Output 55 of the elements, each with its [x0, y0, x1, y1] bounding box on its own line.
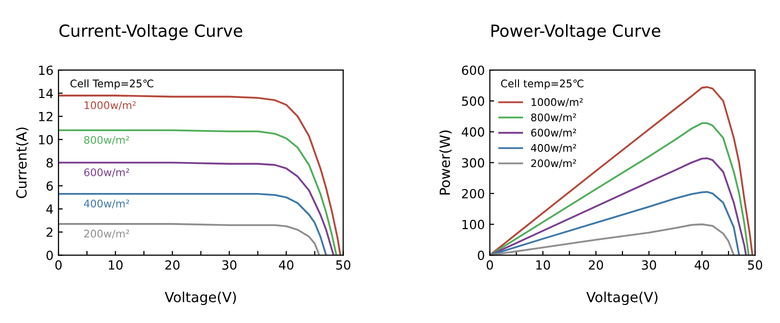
x-tick-label: 20	[588, 260, 604, 270]
x-tick-label: 30	[642, 260, 656, 270]
x-axis-title: Voltage(V)	[164, 292, 236, 306]
y-tick-label: 10	[39, 134, 53, 144]
y-axis-title: Power(W)	[439, 130, 452, 195]
x-tick-label: 10	[108, 260, 123, 270]
legend-label: 600w/m²	[531, 128, 576, 138]
chart-title: Current-Voltage Curve	[59, 24, 242, 40]
series-label: 1000w/m²	[84, 101, 136, 110]
y-tick-label: 600	[462, 66, 484, 76]
y-tick-label: 12	[39, 112, 52, 122]
y-tick-label: 0	[46, 250, 53, 260]
y-tick-label: 100	[462, 220, 484, 230]
y-tick-label: 8	[46, 158, 53, 168]
line-series	[58, 192, 328, 256]
y-tick-label: 16	[39, 66, 53, 76]
line-series	[58, 162, 334, 256]
line-series	[490, 223, 735, 256]
x-tick-label: 0	[55, 260, 62, 270]
y-tick-label: 300	[462, 158, 484, 168]
line-series	[490, 191, 740, 256]
x-tick-label: 30	[222, 260, 236, 270]
annotation: Cell temp=25℃	[501, 79, 584, 90]
x-tick-label: 40	[278, 260, 294, 270]
line-series	[58, 129, 338, 256]
y-tick-label: 500	[462, 96, 484, 106]
legend-label: 400w/m²	[530, 144, 576, 153]
series-label: 200w/m²	[84, 230, 130, 238]
y-tick-label: 2	[46, 228, 52, 237]
x-tick-label: 50	[748, 260, 762, 270]
y-tick-label: 14	[39, 88, 53, 98]
legend-label: 200w/m²	[531, 159, 576, 168]
legend-label: 800w/m²	[531, 113, 576, 122]
x-tick-label: 10	[536, 260, 550, 270]
legend-label: 1000w/m²	[532, 98, 583, 107]
y-tick-label: 6	[46, 181, 53, 191]
series-label: 400w/m²	[84, 200, 130, 208]
x-tick-label: 20	[165, 260, 180, 270]
y-tick-label: 0	[478, 250, 484, 260]
annotation: Cell Temp=25℃	[70, 79, 154, 90]
x-tick-label: 0	[486, 260, 493, 270]
y-axis-title: Current(A)	[16, 128, 28, 198]
x-tick-label: 50	[336, 260, 350, 270]
x-tick-label: 40	[694, 260, 710, 270]
x-axis-title: Voltage(V)	[586, 292, 658, 306]
line-series	[58, 223, 320, 256]
chart-title: Power-Voltage Curve	[491, 24, 660, 40]
line-series	[58, 94, 342, 256]
y-tick-label: 4	[46, 204, 53, 214]
line-series	[490, 122, 750, 256]
y-tick-label: 400	[462, 127, 484, 137]
series-label: 800w/m²	[84, 136, 130, 145]
y-tick-label: 200	[462, 188, 484, 198]
series-label: 600w/m²	[84, 168, 130, 178]
line-series	[490, 157, 747, 256]
